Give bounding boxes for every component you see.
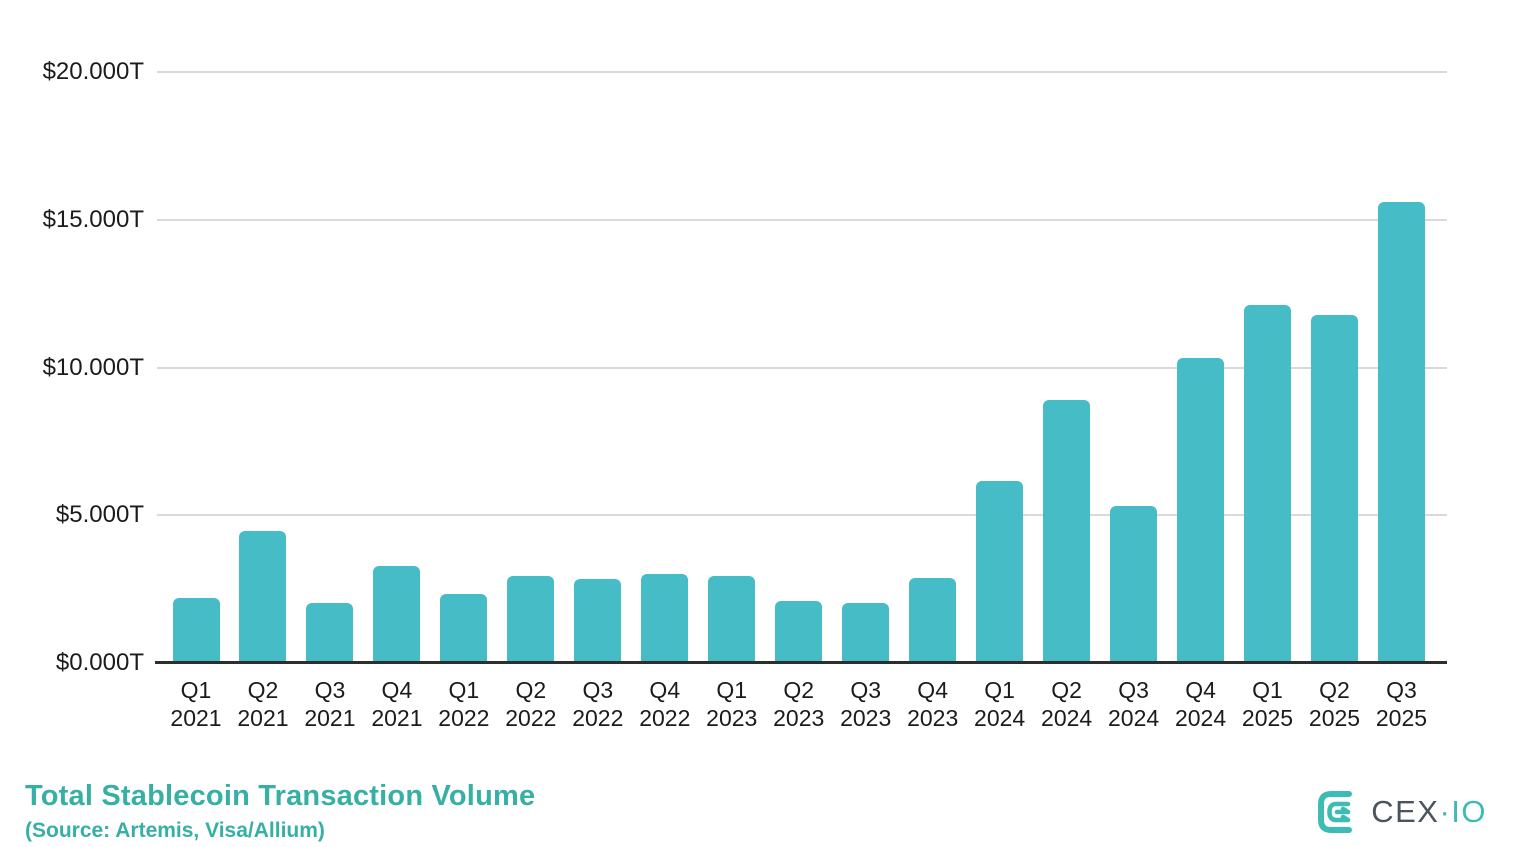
x-axis-label-year: 2022 xyxy=(572,705,624,731)
x-axis-label-year: 2021 xyxy=(170,705,222,731)
x-axis-tick-label: Q1 2021 xyxy=(170,676,221,732)
x-axis-label-year: 2024 xyxy=(1107,705,1160,731)
bar-q3-2021 xyxy=(306,602,354,662)
gridline xyxy=(157,514,1447,517)
x-axis-label-quarter: Q3 xyxy=(582,677,614,703)
x-axis-label-quarter: Q4 xyxy=(649,677,681,703)
bar-q4-2024 xyxy=(1177,357,1225,662)
x-axis-label-year: 2023 xyxy=(840,705,892,731)
x-axis-tick-label: Q4 2021 xyxy=(371,676,422,732)
chart-source: (Source: Artemis, Visa/Allium) xyxy=(25,819,325,842)
x-axis-tick-label: Q3 2024 xyxy=(1108,676,1159,732)
x-axis-label-quarter: Q4 xyxy=(381,677,413,703)
logo-text-primary: CEX xyxy=(1371,794,1440,829)
x-axis-label-year: 2021 xyxy=(304,705,356,731)
x-axis-label-quarter: Q1 xyxy=(1252,677,1283,703)
bar-q3-2022 xyxy=(574,578,622,662)
bar-q3-2023 xyxy=(842,602,890,662)
bar-q1-2022 xyxy=(440,594,488,662)
x-axis-label-quarter: Q2 xyxy=(515,677,547,703)
x-axis-tick-label: Q2 2023 xyxy=(773,676,824,732)
bar-q2-2022 xyxy=(507,576,555,662)
x-axis-label-year: 2022 xyxy=(639,705,691,731)
x-axis-tick-label: Q2 2022 xyxy=(505,676,556,732)
x-axis-label-quarter: Q1 xyxy=(448,677,480,703)
bar-q1-2021 xyxy=(172,597,220,662)
bar-q4-2022 xyxy=(641,573,689,662)
x-axis-label-quarter: Q3 xyxy=(1386,677,1417,703)
bar-q2-2024 xyxy=(1043,399,1091,662)
x-axis-tick-label: Q2 2024 xyxy=(1041,676,1092,732)
bar-q2-2025 xyxy=(1310,315,1358,662)
bar-q4-2023 xyxy=(909,578,957,662)
x-axis-label-quarter: Q1 xyxy=(716,677,748,703)
x-axis-label-quarter: Q1 xyxy=(984,677,1015,703)
gridline xyxy=(157,218,1447,221)
bar-q2-2021 xyxy=(239,531,287,662)
x-axis-label-quarter: Q4 xyxy=(1185,677,1216,703)
y-axis-tick-label: $10.000T xyxy=(42,353,144,381)
x-axis-label-year: 2023 xyxy=(907,705,959,731)
cexio-logo-mark-icon xyxy=(1318,791,1353,833)
bar-q4-2021 xyxy=(373,565,421,662)
x-axis-label-year: 2022 xyxy=(438,705,490,731)
x-axis-label-year: 2025 xyxy=(1308,705,1361,731)
x-axis-label-year: 2023 xyxy=(706,705,758,731)
logo-text-secondary: IO xyxy=(1451,794,1487,829)
x-axis-label-year: 2021 xyxy=(237,705,289,731)
x-axis-tick-label: Q3 2023 xyxy=(840,676,891,732)
x-axis-label-quarter: Q4 xyxy=(917,677,948,703)
x-axis-label-quarter: Q1 xyxy=(180,677,212,703)
x-axis-tick-label: Q1 2022 xyxy=(438,676,489,732)
x-axis-label-quarter: Q2 xyxy=(1051,677,1082,703)
bar-q2-2023 xyxy=(775,601,823,662)
bar-q1-2023 xyxy=(708,576,756,662)
gridline xyxy=(157,71,1447,73)
bar-q3-2025 xyxy=(1377,201,1425,662)
bar-q3-2024 xyxy=(1110,505,1158,662)
gridline xyxy=(157,366,1447,369)
y-axis-tick-label: $20.000T xyxy=(42,58,144,85)
x-axis-label-quarter: Q3 xyxy=(1118,677,1149,703)
x-axis-label-quarter: Q2 xyxy=(1319,677,1350,703)
chart-title: Total Stablecoin Transaction Volume xyxy=(25,780,536,812)
x-axis-label-quarter: Q3 xyxy=(314,677,346,703)
x-axis-tick-label: Q4 2022 xyxy=(639,676,690,732)
x-axis-tick-label: Q2 2025 xyxy=(1309,676,1360,732)
cexio-logo-text: CEX·IO xyxy=(1371,788,1487,836)
x-axis-label-year: 2025 xyxy=(1241,705,1294,731)
x-axis-label-year: 2022 xyxy=(505,705,557,731)
x-axis-label-quarter: Q2 xyxy=(783,677,815,703)
x-axis-tick-label: Q2 2021 xyxy=(237,676,288,732)
x-axis-label-year: 2025 xyxy=(1375,705,1428,731)
cexio-logo: CEX·IO xyxy=(1315,788,1487,836)
bar-q1-2025 xyxy=(1244,305,1292,662)
x-axis-label-year: 2023 xyxy=(773,705,825,731)
x-axis-tick-label: Q4 2024 xyxy=(1175,676,1226,732)
bar-q1-2024 xyxy=(976,481,1024,662)
x-axis-tick-label: Q1 2024 xyxy=(974,676,1025,732)
x-axis-tick-label: Q1 2023 xyxy=(706,676,757,732)
chart-footer: Total Stablecoin Transaction Volume (Sou… xyxy=(25,780,535,843)
x-axis-tick-label: Q3 2025 xyxy=(1376,676,1427,732)
x-axis-label-year: 2021 xyxy=(371,705,423,731)
x-axis-tick-label: Q4 2023 xyxy=(907,676,958,732)
x-axis-line xyxy=(155,661,1447,664)
x-axis-label-quarter: Q2 xyxy=(247,677,279,703)
y-axis-tick-label: $15.000T xyxy=(42,205,144,233)
x-axis-label-year: 2024 xyxy=(974,705,1026,731)
plot-area: Q1 2021 Q2 2021 Q3 2021 Q4 2021 Q1 2022 Q2 2022 Q3 20… xyxy=(155,71,1447,731)
x-axis-label-quarter: Q3 xyxy=(850,677,882,703)
logo-text-separator: · xyxy=(1439,794,1452,829)
y-axis-tick-label: $0.000T xyxy=(55,649,144,676)
x-axis-label-year: 2024 xyxy=(1174,705,1227,731)
x-axis-label-year: 2024 xyxy=(1041,705,1093,731)
x-axis-tick-label: Q3 2021 xyxy=(304,676,355,732)
x-axis-tick-label: Q1 2025 xyxy=(1242,676,1293,732)
x-axis-tick-label: Q3 2022 xyxy=(572,676,623,732)
y-axis-tick-label: $5.000T xyxy=(55,501,144,529)
